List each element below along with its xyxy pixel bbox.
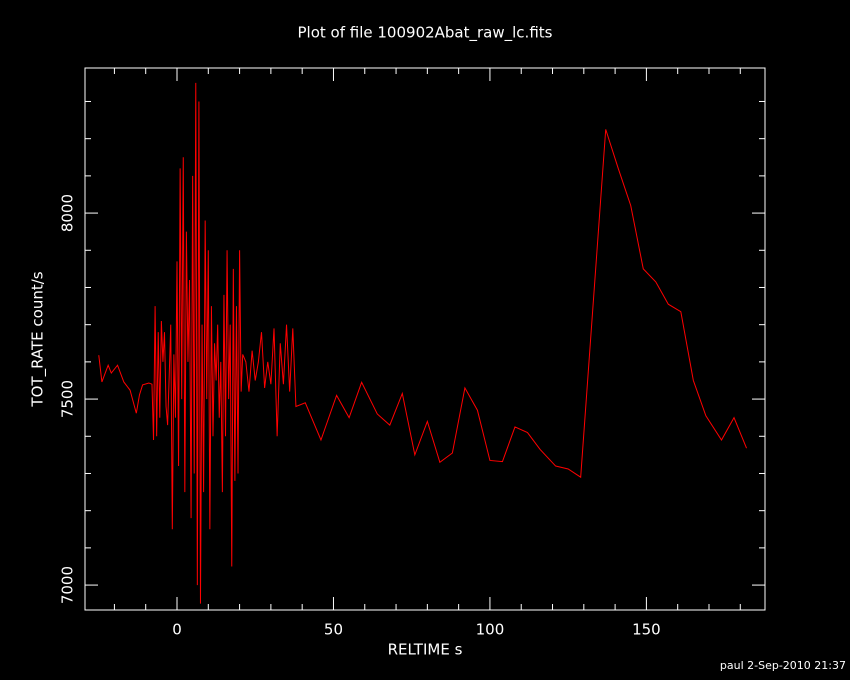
chart-title: Plot of file 100902Abat_raw_lc.fits [298,24,553,43]
data-line [98,82,748,604]
x-tick-label: 150 [632,621,661,639]
x-axis-label: RELTIME s [388,641,463,659]
footer: paul 2-Sep-2010 21:37 [720,659,846,672]
y-tick-label: 7500 [59,380,77,418]
plot-frame [84,67,766,611]
x-tick-label: 0 [172,621,182,639]
y-tick-label: 7000 [59,566,77,604]
x-tick-label: 100 [476,621,505,639]
y-tick-label: 8000 [59,194,77,232]
x-tick-label: 50 [324,621,343,639]
y-axis-label: TOT_RATE count/s [29,271,48,407]
